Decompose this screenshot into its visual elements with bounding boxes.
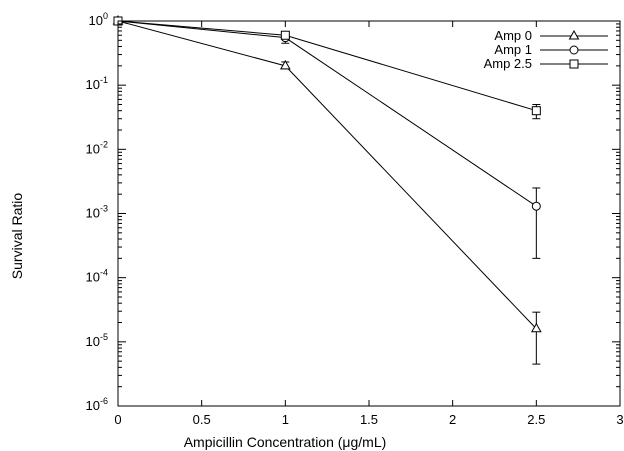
data-point (531, 106, 541, 116)
legend-label: Amp 1 (494, 42, 532, 57)
series-line (117, 20, 537, 207)
legend-marker (569, 45, 579, 55)
legend-label: Amp 0 (494, 28, 532, 43)
x-tick-label: 0.5 (193, 412, 211, 427)
series-line (117, 20, 537, 330)
series-amp-1 (113, 16, 541, 259)
x-axis-label: Ampicillin Concentration (μg/mL) (184, 434, 387, 450)
y-axis-label: Survival Ratio (9, 193, 25, 280)
x-tick-label: 2.5 (527, 412, 545, 427)
axes: 0 0.5 1 1.5 2 2.5 3 100 10-1 10-2 10-3 10-4 10-5 10-6 (86, 11, 624, 427)
legend-label: Amp 2.5 (484, 56, 532, 71)
y-tick-label: 10-3 (86, 204, 108, 221)
data-point (280, 30, 290, 40)
legend-marker (568, 29, 580, 40)
series-amp-2_5 (113, 16, 541, 120)
y-tick-label: 10-2 (86, 139, 108, 156)
x-tick-label: 2 (449, 412, 456, 427)
data-point (530, 322, 542, 333)
plot-area (112, 14, 542, 365)
y-tick-label: 10-6 (86, 396, 108, 413)
data-point (531, 201, 541, 211)
legend-marker (569, 59, 579, 69)
x-tick-label: 0 (114, 412, 121, 427)
x-tick-label: 3 (616, 412, 623, 427)
series-amp-0 (112, 14, 542, 365)
plot-frame (117, 20, 621, 407)
y-tick-label: 100 (89, 11, 108, 28)
x-tick-label: 1.5 (360, 412, 378, 427)
y-tick-label: 10-1 (86, 75, 108, 92)
data-point (279, 59, 291, 70)
x-tick-label: 1 (282, 412, 289, 427)
y-tick-label: 10-4 (86, 268, 108, 285)
y-tick-label: 10-5 (86, 332, 108, 349)
